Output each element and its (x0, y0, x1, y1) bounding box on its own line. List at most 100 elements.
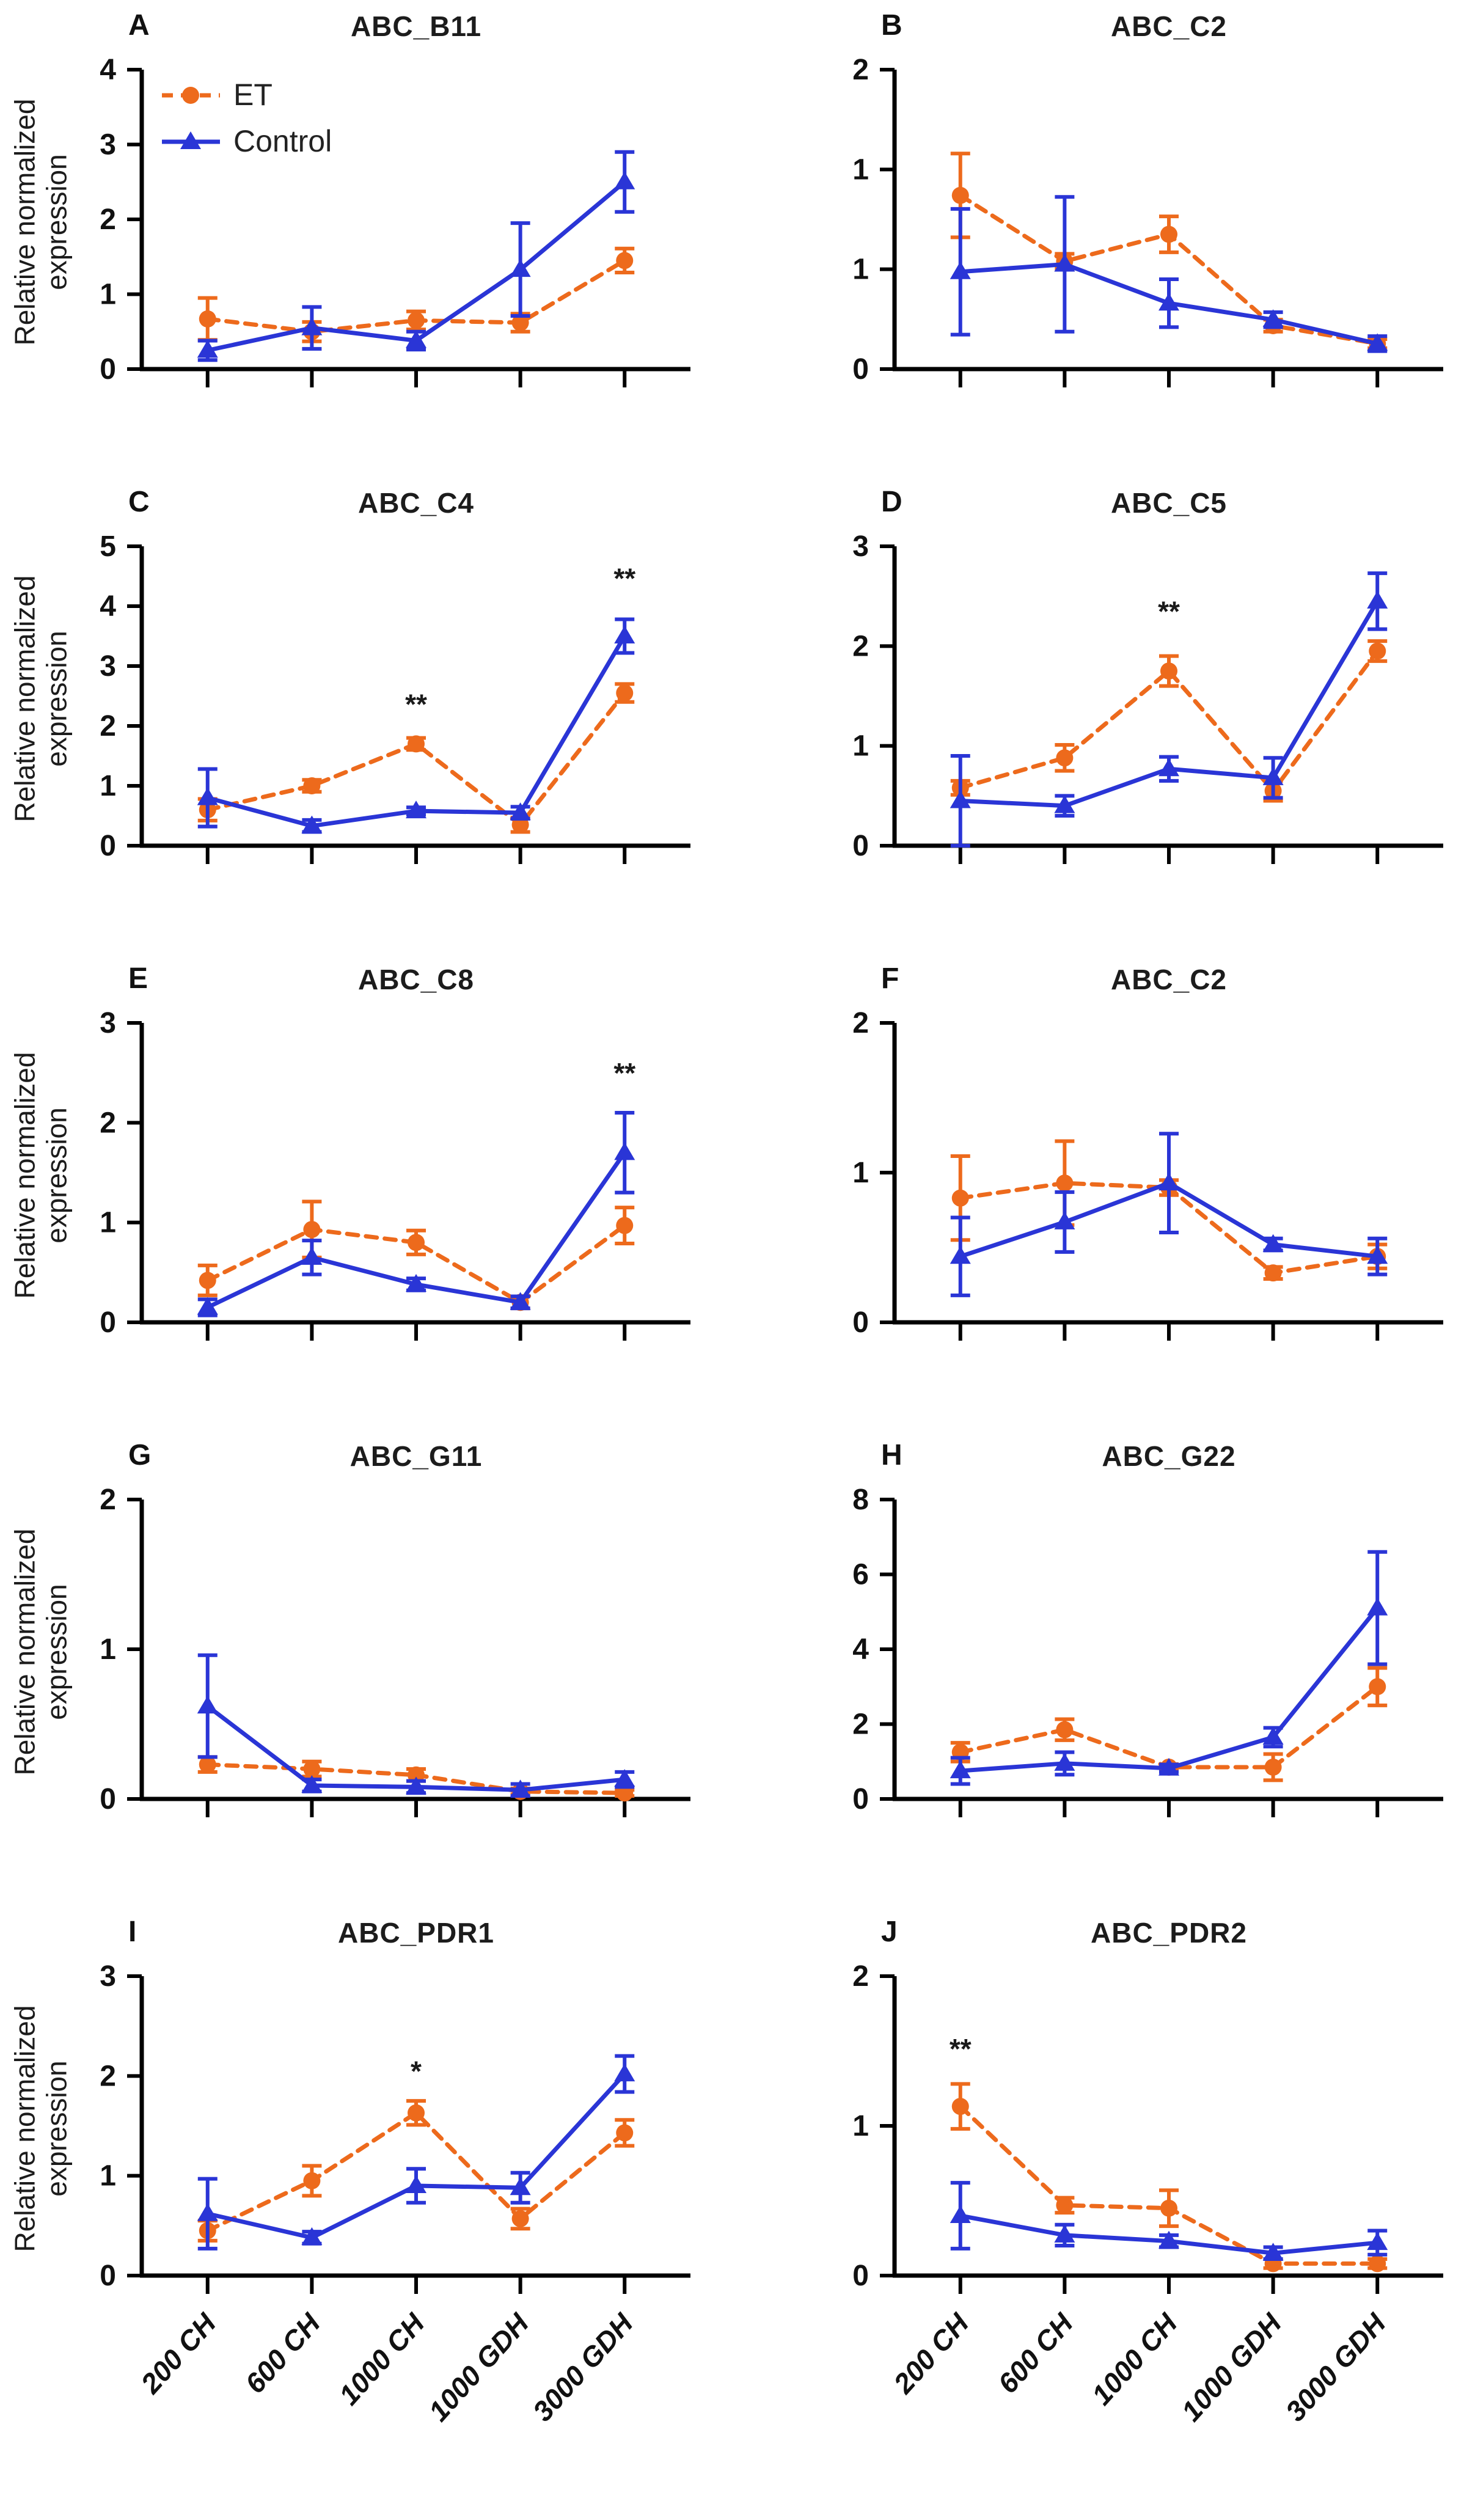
y-tick-label: 0 (852, 1306, 869, 1339)
et-point-marker (1160, 662, 1177, 680)
x-axis-ticks (205, 846, 627, 864)
et-point-marker (616, 1217, 634, 1234)
panel-title-abc-g22: ABC_G22 (1102, 1440, 1236, 1472)
significance-annotation: ** (950, 2033, 972, 2065)
panel-letter-c: C (128, 486, 150, 518)
et-point-marker (303, 2172, 321, 2189)
y-axis-ticks: 0 1 2 3 (100, 1007, 142, 1339)
y-tick-label: 4 (100, 54, 116, 86)
y-tick-label: 2 (100, 1107, 116, 1139)
x-tick-label: 200 CH (134, 2307, 222, 2400)
y-tick-label: 0 (852, 353, 869, 386)
x-axis-ticks (205, 2276, 627, 2294)
series-control (197, 617, 635, 834)
et-point-marker (408, 1234, 425, 1251)
et-point-marker (408, 312, 425, 329)
panel-letter-h: H (881, 1439, 902, 1471)
panel-d: D ABC_C5 0 1 2 3 ** (789, 479, 1475, 943)
control-point-marker (301, 1247, 323, 1265)
control-point-marker (301, 815, 323, 833)
series-control (197, 1111, 635, 1317)
control-point-marker (510, 802, 531, 821)
y-tick-label: 1 (852, 254, 869, 286)
control-point-marker (301, 317, 323, 335)
chart-abc-c2-f: 0 1 2 (852, 1007, 1443, 1341)
y-tick-label: 2 (100, 2060, 116, 2092)
control-point-marker (1367, 590, 1388, 609)
panel-letter-e: E (128, 962, 148, 995)
y-tick-label: 1 (100, 2160, 116, 2192)
y-tick-label: 4 (852, 1633, 869, 1666)
x-tick-label: 1000 GDH (1175, 2307, 1288, 2427)
series-et (197, 1200, 635, 1311)
et-point-marker (199, 1272, 216, 1289)
chart-abc-c8: 0 1 2 3 ** (100, 1007, 690, 1341)
control-point-marker (510, 1292, 531, 1310)
significance-annotation: ** (613, 1057, 635, 1089)
y-tick-label: 8 (852, 1484, 869, 1516)
control-point-marker (197, 1696, 218, 1714)
et-point-marker (1160, 2199, 1177, 2217)
x-tick-label: 1000 GDH (422, 2307, 535, 2427)
y-axis-ticks: 0 1 2 3 (852, 530, 895, 862)
y-axis-ticks: 0 2 4 6 8 (852, 1484, 895, 1815)
et-point-marker (1369, 642, 1386, 660)
chart-abc-c5: 0 1 2 3 ** (852, 530, 1443, 864)
et-point-marker (199, 310, 216, 328)
control-point-marker (1262, 1234, 1284, 1252)
et-point-marker (616, 684, 634, 702)
control-point-marker (1262, 309, 1284, 328)
panel-title-abc-c2-f: ABC_C2 (1110, 964, 1228, 995)
chart-abc-g22: 0 2 4 6 8 (852, 1484, 1443, 1817)
y-tick-label: 5 (100, 530, 116, 563)
y-tick-label: 3 (100, 650, 116, 683)
control-point-marker (950, 790, 971, 808)
x-axis-ticks (958, 2276, 1380, 2294)
et-point-marker (511, 2210, 529, 2227)
chart-abc-c2: 0 1 1 2 (852, 54, 1443, 387)
et-point-marker (408, 2104, 425, 2122)
y-tick-label: 3 (100, 1960, 116, 1993)
control-point-marker (1158, 1173, 1179, 1191)
chart-abc-c4: 0 1 2 3 4 5 ** ** (100, 530, 690, 864)
control-point-marker (1262, 1726, 1284, 1745)
panel-a: A ABC_B11 Relative normalized expression… (9, 2, 733, 467)
control-point-marker (1367, 2232, 1388, 2251)
control-point-marker (1054, 254, 1075, 272)
axes (892, 1500, 1443, 1801)
panel-letter-f: F (881, 962, 899, 995)
et-point-marker (951, 186, 969, 204)
et-point-marker (951, 2098, 969, 2115)
control-point-marker (197, 2203, 218, 2221)
x-axis-ticks (958, 369, 1380, 387)
control-point-marker (614, 1142, 635, 1160)
control-point-marker (1054, 1211, 1075, 1229)
control-point-marker (1262, 2243, 1284, 2261)
legend-et-marker (182, 87, 199, 104)
y-tick-label: 1 (100, 1633, 116, 1666)
panel-e: E ABC_C8 Relative normalized expression … (9, 956, 733, 1420)
control-point-marker (197, 1297, 218, 1315)
et-point-marker (511, 314, 529, 332)
y-tick-label: 2 (100, 203, 116, 236)
series-control (950, 1550, 1388, 1786)
legend-et-label: ET (233, 78, 273, 112)
panel-letter-i: I (128, 1916, 137, 1948)
panel-letter-j: J (881, 1916, 898, 1948)
y-tick-label: 2 (852, 1960, 869, 1993)
panel-c: C ABC_C4 Relative normalized expression … (9, 479, 733, 943)
control-point-marker (950, 1246, 971, 1264)
panel-title-abc-c4: ABC_C4 (357, 487, 475, 519)
et-point-marker (303, 1760, 321, 1778)
series-control (950, 2181, 1388, 2262)
control-point-marker (510, 259, 531, 277)
x-tick-label: 3000 GDH (1279, 2307, 1393, 2427)
y-tick-label: 3 (100, 1007, 116, 1039)
et-point-marker (616, 2124, 634, 2142)
y-tick-label: 2 (852, 1709, 869, 1741)
y-axis-ticks: 0 1 2 (852, 1007, 895, 1339)
panel-letter-g: G (128, 1439, 152, 1471)
chart-abc-b11: 0 1 2 3 4 ET Control (100, 54, 690, 387)
y-tick-label: 1 (852, 153, 869, 186)
control-point-marker (1367, 1597, 1388, 1616)
